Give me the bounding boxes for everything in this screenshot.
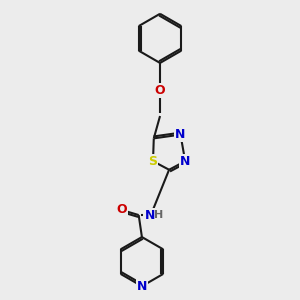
Text: N: N bbox=[175, 128, 186, 141]
Text: N: N bbox=[145, 208, 155, 221]
Text: S: S bbox=[148, 155, 158, 168]
Text: O: O bbox=[155, 84, 165, 97]
Text: N: N bbox=[137, 280, 147, 293]
Text: O: O bbox=[116, 203, 127, 216]
Text: H: H bbox=[154, 210, 164, 220]
Text: N: N bbox=[180, 155, 190, 168]
